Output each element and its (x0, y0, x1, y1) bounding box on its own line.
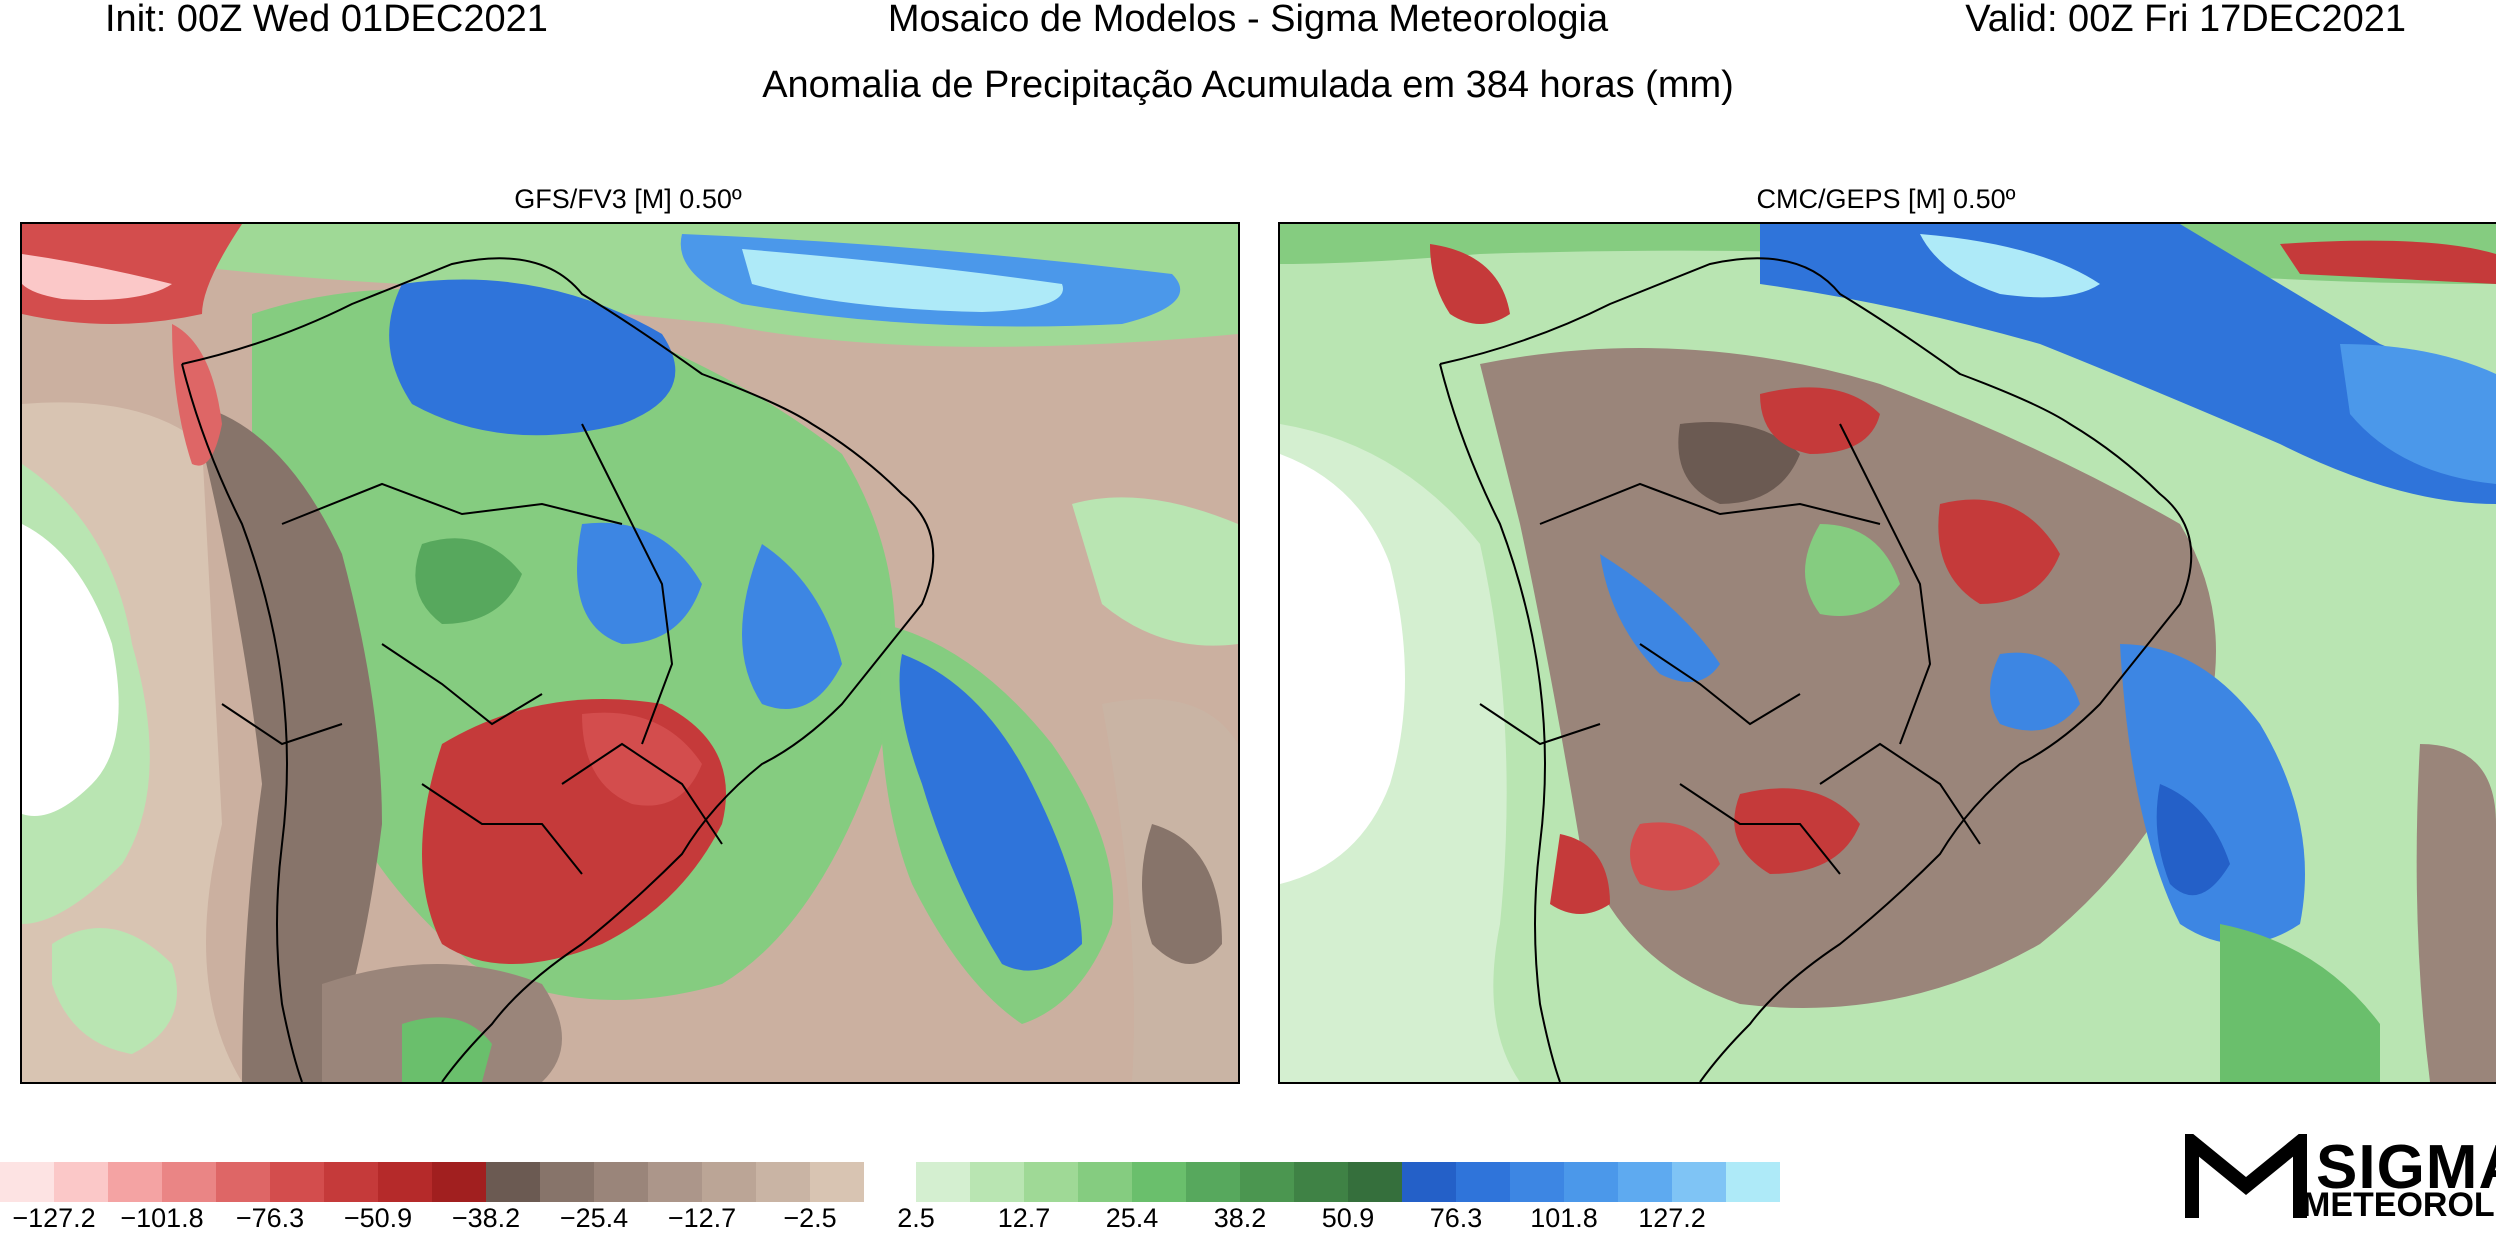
pos-swatch-1 (970, 1162, 1024, 1202)
neg-swatch-11 (594, 1162, 648, 1202)
pos-swatch-8 (1348, 1162, 1402, 1202)
pos-swatch-9 (1402, 1162, 1456, 1202)
colorbar-positive (916, 1162, 1780, 1202)
pos-tick-label: 2.5 (897, 1203, 935, 1233)
anomaly-map-cmc (1280, 224, 2496, 1082)
pos-swatch-14 (1672, 1162, 1726, 1202)
pos-tick-label: 38.2 (1213, 1203, 1267, 1233)
map-panel-cmc (1278, 222, 2496, 1084)
figure-subtitle: Anomalia de Precipitação Acumulada em 38… (762, 64, 1734, 106)
neg-swatch-1 (54, 1162, 108, 1202)
neg-swatch-15 (810, 1162, 864, 1202)
pos-swatch-3 (1078, 1162, 1132, 1202)
logo-text-meteorologia: METEOROLOGIA (2302, 1186, 2496, 1224)
pos-swatch-7 (1294, 1162, 1348, 1202)
neg-swatch-13 (702, 1162, 756, 1202)
neg-swatch-0 (0, 1162, 54, 1202)
init-time-label: Init: 00Z Wed 01DEC2021 (105, 0, 548, 40)
anomaly-map-gfs (22, 224, 1238, 1082)
neg-swatch-5 (270, 1162, 324, 1202)
neg-swatch-7 (378, 1162, 432, 1202)
neg-tick-label: −12.7 (667, 1203, 737, 1233)
neg-tick-label: −127.2 (12, 1203, 96, 1233)
pos-swatch-0 (916, 1162, 970, 1202)
figure-title: Mosaico de Modelos - Sigma Meteorologia (887, 0, 1609, 40)
colorbar-negative (0, 1162, 864, 1202)
pos-swatch-15 (1726, 1162, 1780, 1202)
neg-swatch-6 (324, 1162, 378, 1202)
pos-swatch-11 (1510, 1162, 1564, 1202)
pos-tick-label: 127.2 (1638, 1203, 1706, 1233)
pos-tick-label: 101.8 (1530, 1203, 1598, 1233)
neg-swatch-14 (756, 1162, 810, 1202)
neg-swatch-8 (432, 1162, 486, 1202)
colorbar-positive-ticks: 2.5 12.7 25.4 38.2 50.9 76.3 101.8 127.2 (897, 1203, 1780, 1237)
neg-tick-label: −101.8 (120, 1203, 204, 1233)
panel-title-gfs: GFS/FV3 [M] 0.50º (514, 184, 742, 214)
valid-time-label: Valid: 00Z Fri 17DEC2021 (1965, 0, 2406, 40)
pos-swatch-10 (1456, 1162, 1510, 1202)
neg-tick-label: −25.4 (559, 1203, 629, 1233)
colorbar-negative-ticks: −127.2 −101.8 −76.3 −50.9 −38.2 −25.4 −12.7 −2.… (0, 1203, 864, 1237)
pos-tick-label: 25.4 (1105, 1203, 1159, 1233)
pos-swatch-13 (1618, 1162, 1672, 1202)
sigma-logo: SIGMA METEOROLOGIA (2184, 1133, 2496, 1224)
pos-tick-label: 76.3 (1429, 1203, 1483, 1233)
neg-tick-label: −38.2 (451, 1203, 521, 1233)
pos-swatch-12 (1564, 1162, 1618, 1202)
neg-tick-label: −2.5 (783, 1203, 837, 1233)
sigma-m-mark-icon (2185, 1134, 2307, 1218)
neg-tick-label: −50.9 (343, 1203, 413, 1233)
pos-swatch-4 (1132, 1162, 1186, 1202)
neg-swatch-10 (540, 1162, 594, 1202)
pos-swatch-5 (1186, 1162, 1240, 1202)
neg-swatch-3 (162, 1162, 216, 1202)
neg-swatch-4 (216, 1162, 270, 1202)
neg-swatch-2 (108, 1162, 162, 1202)
logo-text-sigma: SIGMA (2316, 1133, 2496, 1202)
neg-tick-label: −76.3 (235, 1203, 305, 1233)
neg-swatch-12 (648, 1162, 702, 1202)
pos-tick-label: 50.9 (1321, 1203, 1375, 1233)
pos-swatch-2 (1024, 1162, 1078, 1202)
map-panel-gfs (20, 222, 1240, 1084)
panel-title-cmc: CMC/GEPS [M] 0.50º (1756, 184, 2016, 214)
pos-tick-label: 12.7 (997, 1203, 1051, 1233)
pos-swatch-6 (1240, 1162, 1294, 1202)
neg-swatch-9 (486, 1162, 540, 1202)
